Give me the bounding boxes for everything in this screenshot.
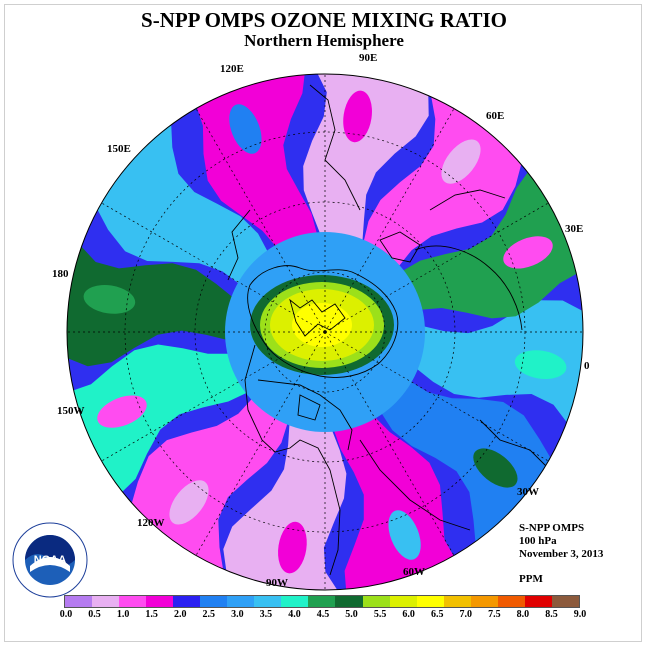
vortex-contour (292, 303, 352, 347)
colorbar-tick-label: 4.0 (288, 609, 301, 620)
colorbar-tick-label: 3.5 (259, 609, 273, 620)
ozone-arm-core (169, 480, 209, 525)
lon-label-30w: 30W (517, 486, 539, 498)
colorbar-tick-label: 5.5 (373, 609, 387, 620)
colorbar-tick-label: 3.0 (231, 609, 244, 620)
colorbar-tick-label: 2.5 (202, 609, 216, 620)
colorbar-swatch (92, 596, 120, 607)
colorbar-tick-label: 2.0 (173, 609, 187, 620)
colorbar-tick-label: 1.5 (145, 609, 158, 620)
info-date: November 3, 2013 (519, 548, 604, 560)
noaa-logo-icon: NOAA (12, 522, 88, 598)
colorbar (64, 595, 580, 608)
ozone-arm-core (503, 236, 553, 269)
colorbar-swatch (497, 596, 525, 607)
ozone-arm-core (473, 448, 518, 488)
colorbar-tick-label: 0.5 (88, 609, 101, 620)
lon-label-90w: 90W (266, 577, 288, 589)
colorbar-tick-label: 7.5 (488, 609, 501, 620)
image-frame (4, 4, 642, 642)
colorbar-swatch (65, 596, 93, 607)
colorbar-swatch (308, 596, 336, 607)
info-level: 100 hPa (519, 535, 557, 547)
ozone-arm-core (278, 521, 307, 574)
colorbar-tick-label: 7.0 (459, 609, 473, 620)
ozone-arm-core (229, 104, 262, 154)
colorbar-swatch (389, 596, 417, 607)
colorbar-tick-label: 6.5 (430, 609, 444, 620)
ozone-arm (294, 74, 429, 245)
colorbar-tick-label: 4.5 (316, 609, 330, 620)
colorbar-swatch (416, 596, 444, 607)
lon-label-90e: 90E (359, 52, 378, 64)
lon-label-30e: 30E (565, 223, 584, 235)
colorbar-swatch (227, 596, 255, 607)
map-title: S-NPP OMPS OZONE MIXING RATIO (141, 8, 507, 32)
map-border (66, 73, 584, 591)
lon-label-180: 180 (52, 268, 69, 280)
map-subtitle: Northern Hemisphere (244, 31, 404, 50)
colorbar-tick-label: 1.0 (116, 609, 130, 620)
lon-label-0: 0 (584, 360, 590, 372)
colorbar-swatch (281, 596, 309, 607)
ozone-arm (223, 420, 362, 590)
colorbar-swatch (551, 596, 579, 607)
info-instrument: S-NPP OMPS (519, 522, 585, 534)
ozone-arm-core (388, 510, 421, 560)
colorbar-swatch (254, 596, 282, 607)
colorbar-swatch (524, 596, 552, 607)
ozone-arm-core (97, 395, 147, 428)
ozone-arm-core (441, 139, 481, 184)
ozone-arm-core (132, 176, 177, 216)
lon-label-60w: 60W (403, 566, 425, 578)
ozone-arm-core (514, 350, 567, 379)
colorbar-tick-label: 5.0 (345, 609, 358, 620)
colorbar-swatch (470, 596, 498, 607)
colorbar-swatch (200, 596, 228, 607)
info-units: PPM (519, 573, 543, 585)
lon-label-150w: 150W (57, 405, 85, 417)
colorbar-tick-label: 0.0 (59, 609, 73, 620)
colorbar-tick-label: 9.0 (573, 609, 587, 620)
colorbar-swatch (335, 596, 363, 607)
lon-label-150e: 150E (107, 143, 131, 155)
colorbar-tick-label: 8.0 (516, 609, 530, 620)
lon-label-120e: 120E (220, 63, 244, 75)
colorbar-tick-label: 6.0 (402, 609, 415, 620)
ozone-arm (67, 215, 236, 367)
polar-vortex (250, 275, 394, 375)
graticule (67, 74, 583, 590)
noaa-logo-text: NOAA (34, 554, 66, 566)
ozone-arm (413, 300, 583, 453)
ozone-arm-core (83, 285, 136, 314)
colorbar-swatch (173, 596, 201, 607)
ozone-arm-core (343, 90, 372, 143)
colorbar-swatch (119, 596, 147, 607)
colorbar-swatch (362, 596, 390, 607)
coastlines (227, 84, 551, 576)
colorbar-tick-label: 8.5 (545, 609, 558, 620)
lon-label-120w: 120W (137, 517, 165, 529)
colorbar-swatch (146, 596, 174, 607)
colorbar-swatch (443, 596, 471, 607)
lon-label-60e: 60E (486, 110, 505, 122)
